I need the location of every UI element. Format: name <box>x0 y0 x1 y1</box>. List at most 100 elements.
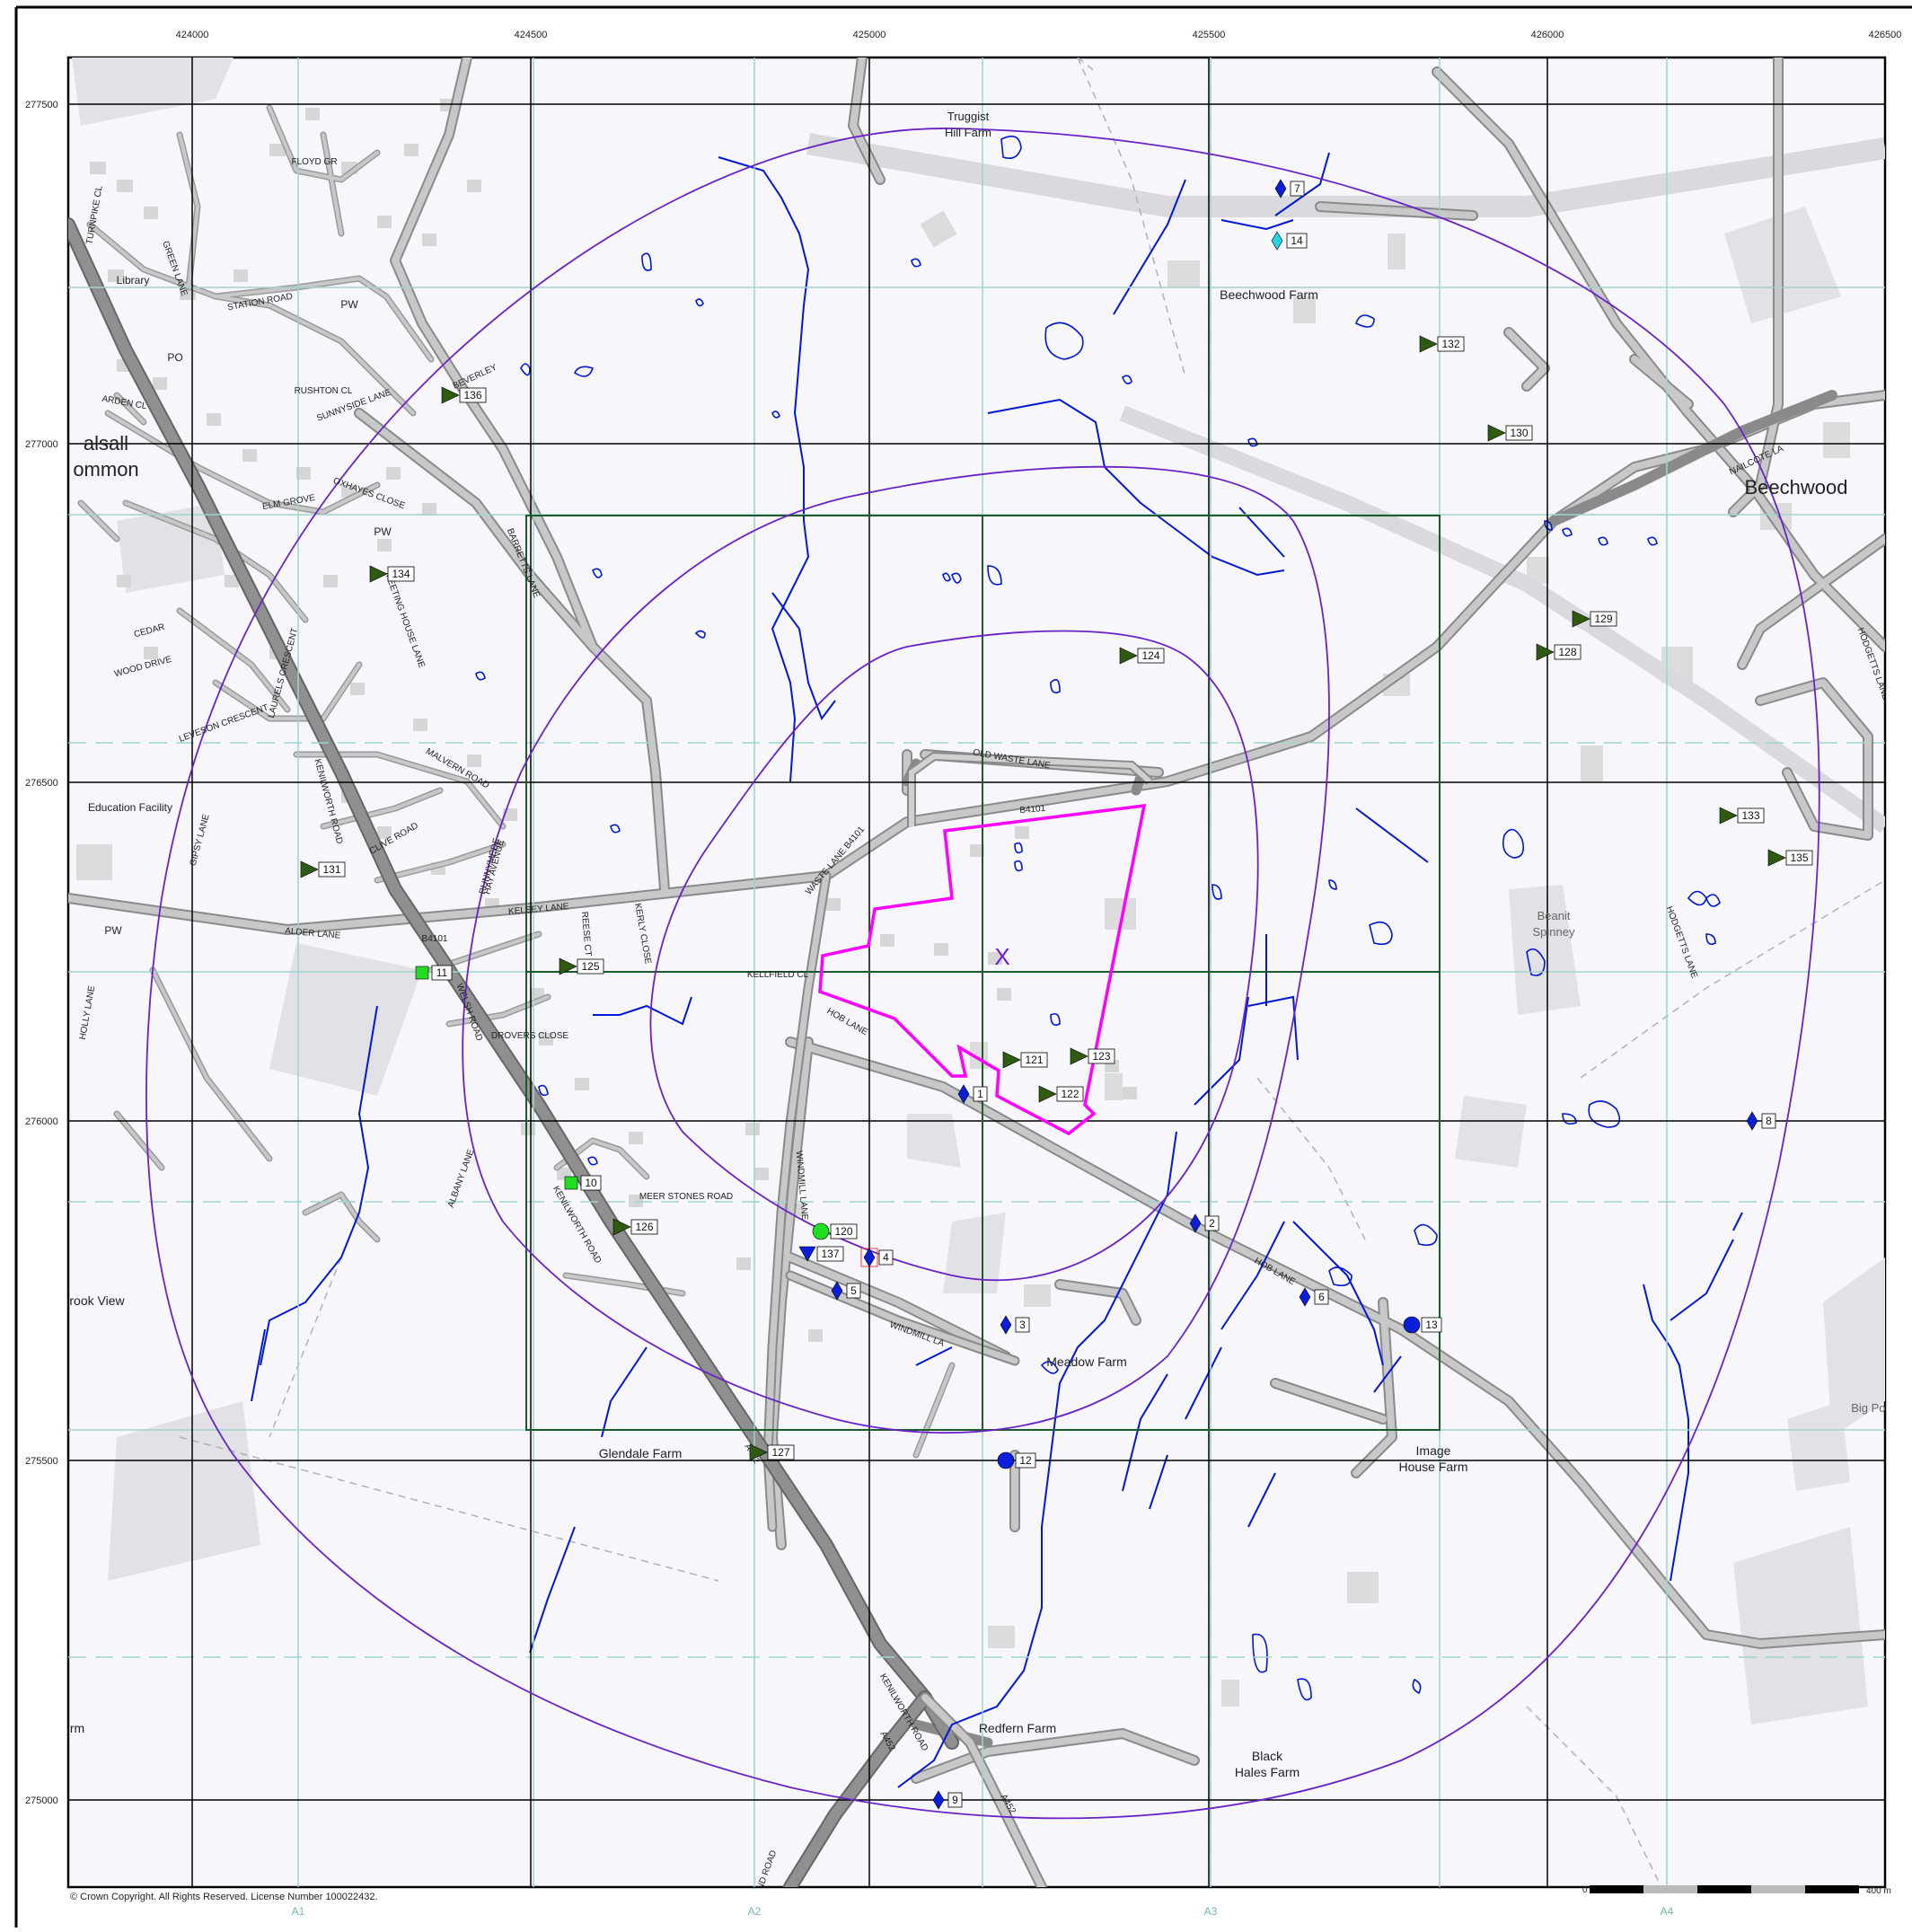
scale-end-label: 400 m <box>1866 1886 1891 1896</box>
triangle-marker-icon <box>1719 807 1738 825</box>
northing-label: 277500 <box>25 100 58 110</box>
road-label: KELLFIELD CL <box>747 970 809 980</box>
marker-label: 130 <box>1510 427 1528 439</box>
marker-label-box <box>580 1175 602 1191</box>
triangle-marker-icon <box>1767 849 1786 867</box>
marker-label: 5 <box>850 1284 857 1297</box>
marker-label: 12 <box>1019 1454 1032 1467</box>
marker-122[interactable]: 122 <box>1038 1085 1084 1103</box>
marker-126[interactable]: 126 <box>612 1218 658 1236</box>
place-label: Beanit <box>1538 909 1571 922</box>
buffer-1000m <box>145 128 1820 1820</box>
marker-133[interactable]: 133 <box>1719 807 1765 825</box>
easting-label: 426500 <box>1869 30 1902 40</box>
square-marker-icon <box>564 1176 578 1190</box>
triangle-marker-icon <box>1419 335 1438 353</box>
marker-label-box <box>1737 807 1765 824</box>
marker-136[interactable]: 136 <box>441 386 487 404</box>
marker-1[interactable]: 1 <box>957 1084 988 1104</box>
marker-label-box <box>1505 425 1533 441</box>
marker-131[interactable]: 131 <box>300 860 346 878</box>
marker-129[interactable]: 129 <box>1572 610 1617 628</box>
buildings <box>76 210 1850 1707</box>
diamond-marker-icon <box>1189 1213 1202 1233</box>
land-areas <box>72 57 1885 1725</box>
northing-label: 275500 <box>25 1456 58 1467</box>
marker-124[interactable]: 124 <box>1119 647 1165 665</box>
marker-label: 9 <box>952 1794 958 1806</box>
marker-123[interactable]: 123 <box>1070 1047 1115 1065</box>
marker-127[interactable]: 127 <box>749 1443 795 1461</box>
diamond-marker-icon <box>831 1281 843 1301</box>
marker-label: 129 <box>1594 613 1612 625</box>
sheet-column-labels: A1 A2 A3 A4 <box>292 1905 1674 1918</box>
marker-13[interactable]: 13 <box>1403 1316 1442 1334</box>
marker-11[interactable]: 11 <box>415 965 453 981</box>
marker-label-box <box>318 861 346 878</box>
marker-label: 6 <box>1318 1291 1325 1303</box>
marker-label-box <box>1437 336 1465 352</box>
marker-label-box <box>816 1246 844 1262</box>
marker-10[interactable]: 10 <box>564 1175 602 1191</box>
easting-label: 424500 <box>515 30 548 40</box>
marker-8[interactable]: 8 <box>1746 1111 1776 1131</box>
marker-9[interactable]: 9 <box>932 1790 963 1810</box>
place-label: ommon <box>73 458 138 481</box>
marker-label: 11 <box>436 966 448 979</box>
marker-label-box <box>431 965 453 981</box>
site-centre-marker: X <box>994 943 1009 970</box>
triangle-marker-icon <box>1572 610 1590 628</box>
marker-2[interactable]: 2 <box>1189 1213 1220 1233</box>
marker-130[interactable]: 130 <box>1487 424 1533 442</box>
marker-5[interactable]: 5 <box>831 1281 861 1301</box>
marker-12[interactable]: 12 <box>997 1451 1036 1469</box>
marker-label-box <box>767 1444 795 1460</box>
triangle-marker-icon <box>1536 643 1555 661</box>
northing-label: 275000 <box>25 1795 58 1806</box>
triangle-marker-icon <box>1038 1085 1057 1103</box>
marker-label: 125 <box>581 960 599 973</box>
site-boundary[interactable] <box>818 803 1147 1136</box>
scale-start-label: 0 <box>1582 1885 1588 1895</box>
road-label: ALDER LANE <box>285 926 341 940</box>
marker-137[interactable]: 137 <box>798 1246 844 1262</box>
triangle-marker-icon <box>749 1443 768 1461</box>
buffer-250m <box>649 630 1259 1282</box>
diamond-marker-icon <box>1000 1315 1012 1335</box>
place-label: Black <box>1252 1749 1283 1763</box>
marker-120[interactable]: 120 <box>812 1222 858 1240</box>
marker-7[interactable]: 7 <box>1274 179 1305 198</box>
triangle-marker-icon <box>612 1218 631 1236</box>
easting-label: 424000 <box>176 30 209 40</box>
marker-14[interactable]: 14 <box>1271 231 1308 251</box>
marker-label: 7 <box>1294 182 1300 195</box>
diamond-marker-icon <box>1271 231 1283 251</box>
marker-134[interactable]: 134 <box>369 565 415 583</box>
marker-132[interactable]: 132 <box>1419 335 1465 353</box>
marker-label: 131 <box>322 863 340 876</box>
marker-135[interactable]: 135 <box>1767 849 1813 867</box>
diamond-marker-icon <box>863 1248 876 1267</box>
marker-4[interactable]: 4 <box>860 1248 894 1267</box>
place-label: Glendale Farm <box>599 1446 683 1460</box>
marker-label-box <box>1204 1215 1220 1231</box>
marker-128[interactable]: 128 <box>1536 643 1582 661</box>
marker-6[interactable]: 6 <box>1299 1287 1329 1307</box>
marker-125[interactable]: 125 <box>559 957 604 975</box>
triangle-marker-icon <box>300 860 319 878</box>
marker-121[interactable]: 121 <box>1002 1051 1048 1069</box>
marker-3[interactable]: 3 <box>1000 1315 1030 1335</box>
easting-labels: 424000 424500 425000 425500 426000 426500 <box>176 30 1902 40</box>
copyright-notice: © Crown Copyright. All Rights Reserved. … <box>70 1892 378 1902</box>
scale-bar: 0 400 m <box>1582 1885 1891 1896</box>
marker-label: 133 <box>1741 809 1759 822</box>
marker-label-box <box>1290 181 1305 197</box>
triangle-marker-icon <box>441 386 460 404</box>
place-label: Hales Farm <box>1235 1765 1300 1779</box>
circle-marker-icon <box>812 1222 830 1240</box>
marker-label: 135 <box>1790 851 1808 864</box>
easting-label: 425500 <box>1193 30 1226 40</box>
